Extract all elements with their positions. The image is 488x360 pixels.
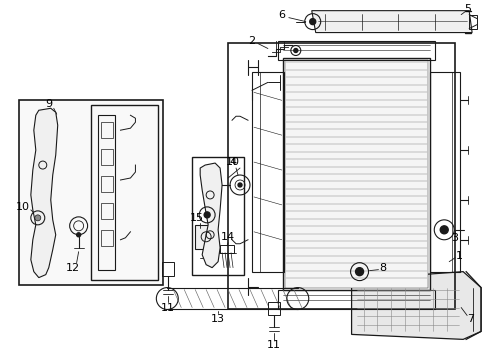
Bar (277, 289, 434, 310)
Circle shape (35, 215, 41, 221)
Circle shape (77, 233, 81, 237)
Circle shape (238, 183, 242, 187)
Bar (19, 100, 163, 285)
Bar (429, 72, 459, 272)
Text: 6: 6 (278, 10, 285, 20)
Text: 1: 1 (455, 251, 462, 261)
Text: 7: 7 (467, 314, 474, 324)
Bar (220, 245, 234, 253)
Text: 11: 11 (161, 302, 175, 312)
Circle shape (309, 19, 315, 24)
Bar (468, 15, 476, 28)
Polygon shape (31, 108, 58, 278)
Bar (192, 157, 244, 275)
Text: 11: 11 (266, 340, 280, 350)
Bar (195, 225, 217, 249)
Circle shape (203, 212, 210, 218)
Bar (101, 122, 112, 138)
Text: 10: 10 (16, 202, 30, 212)
Bar (251, 72, 283, 272)
Bar (282, 58, 429, 289)
Circle shape (293, 49, 297, 53)
Text: 15: 15 (190, 213, 204, 223)
Bar (101, 176, 112, 192)
Text: 10: 10 (225, 157, 240, 167)
Polygon shape (200, 163, 222, 268)
Bar (101, 230, 112, 246)
Bar (277, 41, 434, 60)
Text: 5: 5 (464, 4, 470, 14)
Text: 13: 13 (211, 314, 224, 324)
Bar (227, 42, 454, 310)
Bar (267, 302, 279, 315)
Text: 14: 14 (221, 232, 235, 242)
Text: 2: 2 (248, 36, 255, 46)
Circle shape (439, 226, 447, 234)
Text: 9: 9 (45, 99, 52, 109)
Bar (285, 60, 427, 288)
Polygon shape (351, 272, 480, 339)
Bar (101, 149, 112, 165)
Bar (162, 262, 174, 276)
Text: 12: 12 (65, 263, 80, 273)
Polygon shape (311, 11, 471, 32)
Bar (101, 203, 112, 219)
Text: 4: 4 (229, 157, 236, 167)
Text: 3: 3 (451, 233, 458, 243)
Text: 8: 8 (378, 263, 385, 273)
Circle shape (355, 268, 363, 276)
Bar (90, 105, 158, 280)
Bar (98, 115, 115, 270)
